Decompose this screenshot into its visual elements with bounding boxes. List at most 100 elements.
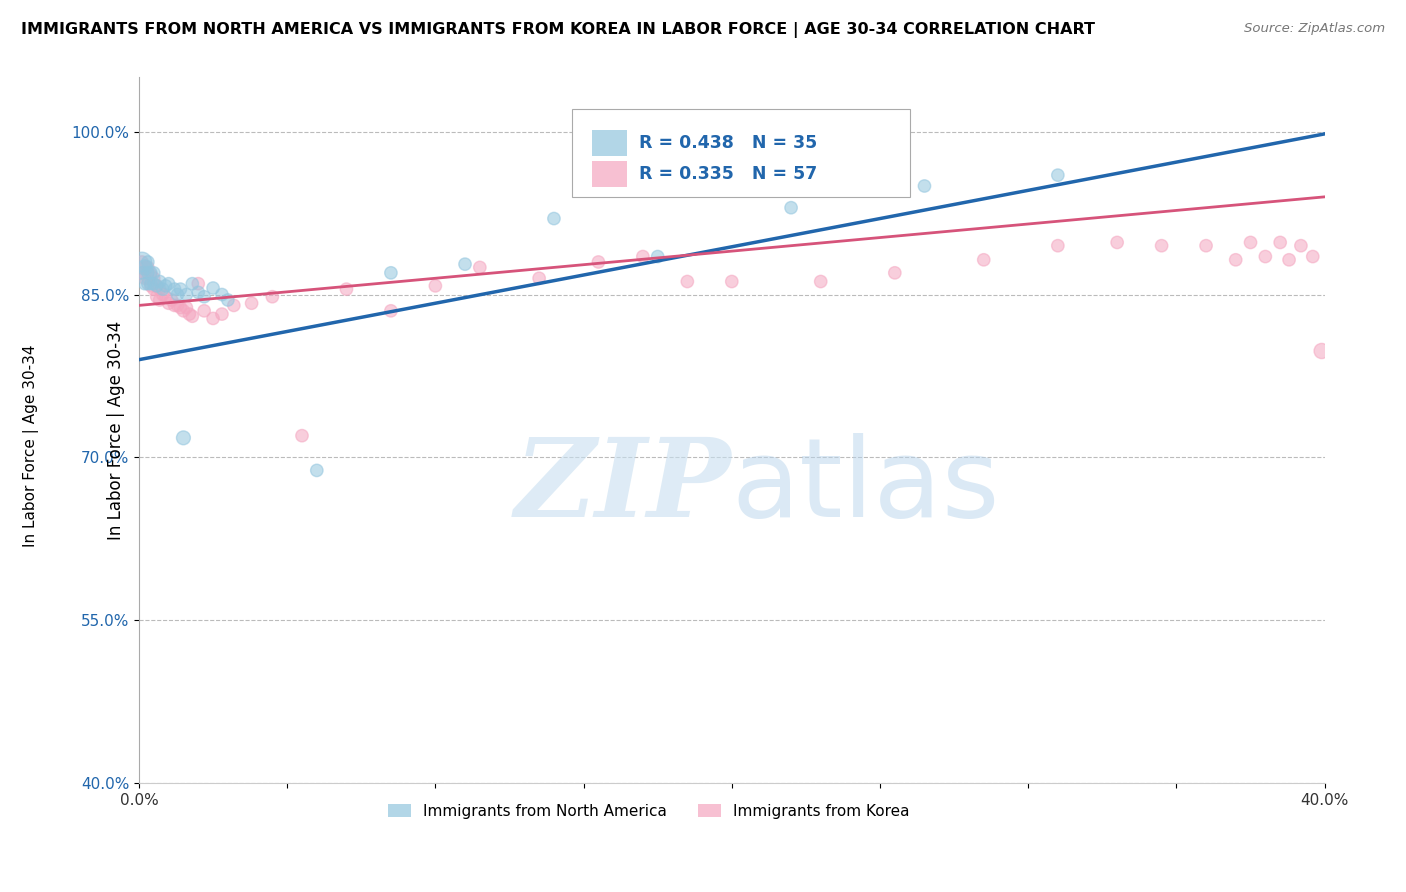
Point [134, 260, 156, 275]
Legend: Immigrants from North America, Immigrants from Korea: Immigrants from North America, Immigrant… [382, 797, 915, 825]
Point [335, 282, 357, 296]
Point [176, 301, 198, 315]
Point [131, 255, 153, 269]
Point [1195, 238, 1218, 252]
Point [1150, 238, 1173, 252]
Point [425, 278, 447, 293]
Point [145, 278, 167, 293]
Point [187, 277, 209, 291]
Point [187, 285, 209, 300]
Point [142, 271, 165, 285]
Point [131, 266, 153, 280]
Point [676, 275, 699, 289]
Point [240, 296, 263, 310]
Point [262, 290, 284, 304]
Text: Source: ZipAtlas.com: Source: ZipAtlas.com [1244, 22, 1385, 36]
Point [647, 250, 669, 264]
Point [1254, 250, 1277, 264]
Point [973, 252, 995, 267]
Point [139, 266, 162, 280]
Point [631, 250, 654, 264]
Point [136, 271, 159, 285]
Point [193, 303, 215, 318]
Point [157, 296, 180, 310]
Point [157, 277, 180, 291]
Point [172, 431, 194, 445]
Text: IMMIGRANTS FROM NORTH AMERICA VS IMMIGRANTS FROM KOREA IN LABOR FORCE | AGE 30-3: IMMIGRANTS FROM NORTH AMERICA VS IMMIGRA… [21, 22, 1095, 38]
Point [131, 266, 153, 280]
Text: In Labor Force | Age 30-34: In Labor Force | Age 30-34 [22, 344, 39, 548]
Point [166, 287, 188, 301]
Point [211, 307, 233, 321]
Point [1239, 235, 1261, 250]
Point [142, 266, 165, 280]
Point [139, 278, 162, 293]
Point [914, 179, 936, 194]
Point [166, 298, 188, 312]
Point [217, 293, 239, 307]
Point [1278, 252, 1301, 267]
Point [155, 290, 177, 304]
Point [160, 293, 183, 307]
Bar [592, 161, 627, 186]
Point [134, 271, 156, 285]
Point [1046, 168, 1069, 182]
Point [134, 277, 156, 291]
Point [131, 255, 153, 269]
Point [1310, 343, 1333, 358]
Point [181, 277, 204, 291]
Point [179, 307, 201, 321]
Point [172, 303, 194, 318]
Point [211, 287, 233, 301]
Point [527, 271, 550, 285]
Point [468, 260, 491, 275]
Point [163, 298, 186, 312]
Point [222, 298, 245, 312]
Point [380, 266, 402, 280]
Point [169, 282, 191, 296]
Point [1289, 238, 1312, 252]
Point [155, 278, 177, 293]
Point [305, 463, 328, 477]
Point [149, 275, 172, 289]
Text: R = 0.335   N = 57: R = 0.335 N = 57 [640, 165, 817, 183]
Point [181, 310, 204, 324]
Point [202, 281, 225, 295]
Y-axis label: In Labor Force | Age 30-34: In Labor Force | Age 30-34 [107, 320, 125, 540]
Point [1046, 238, 1069, 252]
Point [136, 260, 159, 275]
Point [142, 282, 165, 296]
FancyBboxPatch shape [572, 109, 910, 197]
Point [1302, 250, 1324, 264]
Text: ZIP: ZIP [515, 433, 731, 541]
Point [176, 287, 198, 301]
Point [142, 277, 165, 291]
Point [169, 301, 191, 315]
Point [145, 290, 167, 304]
Point [780, 201, 803, 215]
Point [380, 303, 402, 318]
Point [202, 311, 225, 326]
Point [136, 255, 159, 269]
Point [1270, 235, 1292, 250]
Point [149, 282, 172, 296]
Point [543, 211, 565, 226]
Point [134, 260, 156, 275]
Point [454, 257, 477, 271]
Point [1107, 235, 1129, 250]
Point [193, 290, 215, 304]
Point [139, 268, 162, 282]
Point [139, 277, 162, 291]
Point [163, 282, 186, 296]
Point [136, 266, 159, 280]
Point [810, 275, 832, 289]
Point [145, 278, 167, 293]
Point [291, 428, 314, 442]
Point [136, 277, 159, 291]
Point [1225, 252, 1247, 267]
Point [152, 282, 174, 296]
Point [152, 287, 174, 301]
Point [883, 266, 905, 280]
Text: atlas: atlas [731, 434, 1000, 541]
Point [720, 275, 742, 289]
